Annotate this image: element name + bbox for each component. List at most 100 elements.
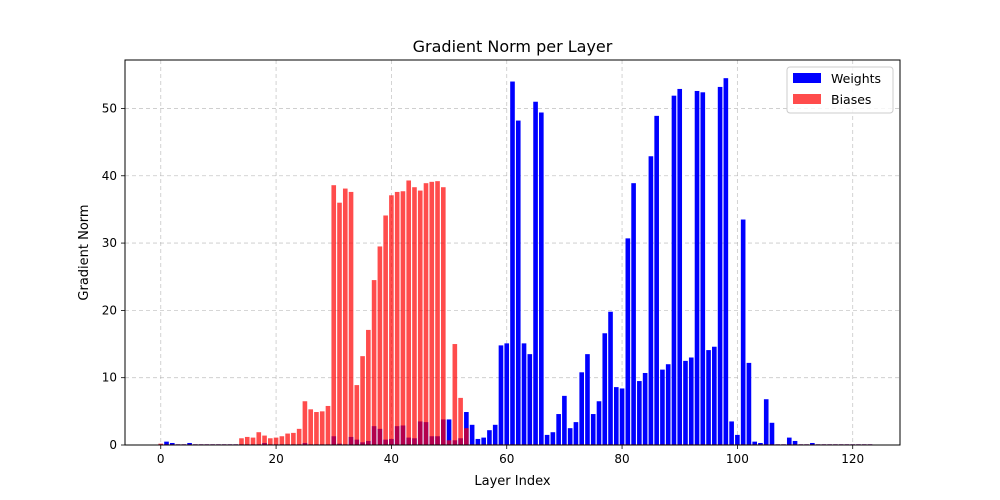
weights-bar [515, 120, 521, 446]
weights-bar [619, 388, 625, 445]
biases-bar [325, 405, 331, 445]
weights-bar [169, 442, 175, 445]
biases-bar [366, 329, 371, 445]
biases-bar [342, 188, 348, 446]
weights-bar [694, 90, 700, 445]
weights-bar [723, 78, 729, 445]
biases-bar [291, 432, 296, 445]
weights-bar [556, 414, 561, 445]
x-tick-label: 40 [384, 452, 399, 466]
weights-bar [746, 362, 752, 445]
x-tick-label: 100 [726, 452, 749, 466]
weights-bars [158, 78, 873, 446]
weights-bar [752, 441, 757, 445]
x-tick-label: 80 [614, 452, 629, 466]
biases-bar [331, 185, 337, 445]
biases-bar [302, 401, 308, 445]
biases-bar [285, 433, 290, 445]
weights-bar [792, 440, 798, 445]
weights-bar [735, 434, 740, 445]
weights-bar [590, 414, 596, 445]
weights-bar [758, 442, 763, 445]
weights-bar [187, 442, 192, 445]
weights-bar [492, 424, 498, 445]
biases-bar [400, 191, 406, 445]
weights-bar [504, 343, 510, 445]
biases-bar [371, 280, 377, 445]
weights-bar [683, 360, 688, 445]
legend-swatch-biases [793, 94, 821, 104]
weights-bar [596, 401, 602, 445]
biases-bar [423, 183, 429, 445]
weights-bar [729, 421, 734, 445]
weights-bar [527, 354, 533, 445]
legend-label-biases: Biases [831, 92, 871, 107]
y-tick-label: 50 [102, 101, 117, 115]
biases-bar [458, 397, 463, 445]
weights-bar [625, 238, 631, 445]
weights-bar [671, 95, 677, 445]
biases-bars [158, 180, 873, 446]
weights-bar [585, 354, 590, 445]
weights-bar [498, 345, 504, 445]
x-tick-label: 60 [499, 452, 514, 466]
biases-bar [446, 440, 452, 445]
biases-bar [412, 187, 417, 445]
weights-bar [740, 219, 746, 445]
biases-bar [262, 435, 267, 445]
weights-bar [786, 437, 792, 445]
x-axis-ticks: 0 20 40 60 80 100 120 [157, 445, 864, 466]
biases-bar [429, 181, 435, 446]
x-tick-label: 20 [268, 452, 283, 466]
biases-bar [319, 411, 325, 445]
biases-bar [244, 436, 250, 445]
weights-bar [579, 372, 585, 445]
weights-bar [521, 343, 527, 445]
y-tick-label: 40 [102, 169, 117, 183]
biases-bar [337, 202, 342, 445]
y-tick-label: 0 [109, 438, 117, 452]
biases-bar [354, 385, 360, 445]
weights-bar [642, 372, 648, 445]
weights-bar [544, 434, 550, 445]
weights-bar [660, 369, 665, 445]
legend: Weights Biases [786, 66, 894, 114]
legend-label-weights: Weights [831, 71, 881, 86]
weights-bar [164, 441, 169, 445]
biases-bar [296, 428, 302, 445]
biases-bar [406, 180, 412, 445]
weights-bar [717, 86, 723, 445]
weights-bar [562, 395, 567, 445]
chart-title: Gradient Norm per Layer [413, 37, 613, 56]
y-tick-label: 30 [102, 236, 117, 250]
weights-bar [706, 350, 711, 445]
weights-bar [700, 92, 706, 446]
y-tick-label: 10 [102, 371, 117, 385]
weights-bar [688, 357, 694, 445]
weights-bar [446, 419, 452, 445]
x-tick-label: 120 [841, 452, 864, 466]
biases-bar [435, 181, 440, 445]
weights-bar [539, 112, 544, 445]
plot-frame [124, 59, 901, 446]
weights-bar [613, 387, 619, 445]
biases-bar [389, 195, 394, 445]
weights-bar [475, 438, 481, 445]
biases-bar [440, 187, 446, 445]
x-axis-label: Layer Index [474, 474, 550, 489]
weights-bar [677, 88, 683, 445]
biases-bar [308, 409, 313, 445]
weights-bar [712, 346, 717, 445]
biases-bar [239, 438, 244, 445]
weights-bar [487, 430, 492, 445]
weights-bar [637, 381, 642, 445]
x-tick-label: 0 [157, 452, 165, 466]
biases-bar [314, 412, 319, 445]
biases-bar [268, 438, 273, 445]
biases-bar [279, 436, 285, 445]
weights-bar [648, 156, 654, 445]
biases-bar [464, 428, 469, 445]
weights-bar [469, 424, 475, 445]
weights-bar [573, 422, 579, 445]
biases-bar [348, 191, 354, 445]
